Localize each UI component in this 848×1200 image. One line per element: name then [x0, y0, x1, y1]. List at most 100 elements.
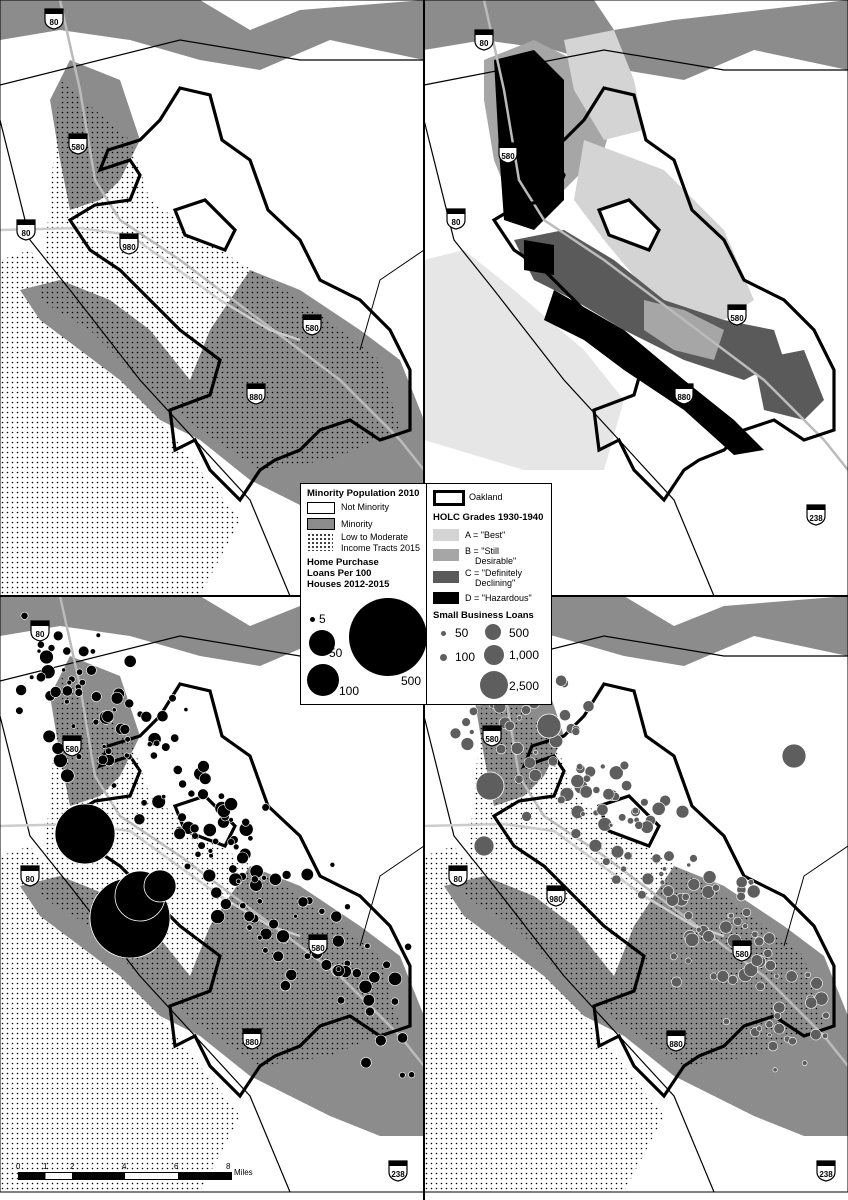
map-circle	[712, 883, 720, 892]
svg-text:880: 880	[677, 393, 691, 402]
map-circle	[220, 898, 232, 910]
map-circle	[268, 872, 282, 886]
swatch-holc-b	[433, 549, 459, 561]
map-circle	[810, 1028, 822, 1041]
map-circle	[772, 1067, 778, 1073]
map-circle	[504, 720, 515, 732]
map-circle-large	[536, 713, 562, 739]
map-circle	[719, 920, 733, 934]
map-circle	[609, 765, 624, 781]
map-circle	[374, 1034, 387, 1047]
map-circle	[39, 649, 54, 665]
svg-text:80: 80	[454, 875, 463, 884]
shield-238-c: 238	[816, 1160, 836, 1182]
map-circle	[495, 744, 507, 755]
map-circle	[722, 1018, 730, 1026]
sb-label-1000: 1,000	[509, 648, 540, 662]
map-circle	[582, 700, 595, 713]
map-circle	[335, 966, 342, 973]
map-circle	[404, 942, 412, 951]
map-circle	[75, 753, 83, 760]
minority-title: Minority Population 2010	[307, 488, 420, 499]
map-circle	[449, 727, 462, 740]
scale-tick-0: 0	[16, 1162, 21, 1171]
home-circle-50	[309, 630, 335, 656]
scale-tick-2: 2	[70, 1162, 75, 1171]
map-circle	[521, 705, 531, 715]
shield-580-d: 580	[727, 304, 747, 326]
map-circle	[685, 932, 700, 948]
map-circle	[111, 707, 117, 713]
highway-shields: 80 580 80 980 580 880 80 580 80 580 880 …	[16, 8, 836, 1182]
map-circle	[742, 923, 749, 930]
map-circle	[110, 691, 124, 705]
map-circle	[123, 654, 137, 668]
svg-text:580: 580	[730, 314, 744, 323]
map-circle-large	[143, 869, 177, 903]
map-circle	[368, 971, 381, 984]
map-circle	[207, 848, 214, 854]
holc-title: HOLC Grades 1930-1940	[433, 512, 544, 523]
svg-text:238: 238	[809, 514, 823, 523]
map-circle	[74, 688, 84, 697]
map-circle	[177, 812, 187, 823]
map-circle	[64, 698, 70, 705]
shield-80-g: 80	[448, 865, 468, 887]
map-circle	[684, 911, 694, 921]
svg-text:880: 880	[249, 393, 263, 402]
shield-580-e: 580	[62, 735, 82, 757]
svg-text:80: 80	[452, 218, 461, 227]
map-circle	[619, 760, 630, 771]
map-circle	[670, 952, 678, 961]
map-circle	[640, 798, 649, 807]
map-circle	[671, 976, 682, 988]
map-circle	[736, 891, 746, 902]
map-circle	[210, 909, 225, 924]
map-circle	[101, 744, 107, 749]
swatch-holc-d	[433, 592, 459, 604]
svg-text:80: 80	[26, 875, 35, 884]
map-circle	[773, 1001, 786, 1014]
label-holc-c-1: C = "Definitely	[465, 568, 522, 578]
map-circle	[716, 970, 730, 983]
map-circle	[610, 845, 625, 859]
map-circle	[261, 874, 267, 881]
home-title-2: Loans Per 100	[307, 568, 372, 579]
legend-right: Oakland HOLC Grades 1930-1940 A = "Best"…	[426, 483, 552, 705]
map-circle	[822, 1032, 829, 1039]
label-holc-b-2: Desirable"	[475, 556, 517, 566]
map-circle	[365, 1006, 375, 1017]
map-circle	[733, 916, 743, 927]
map-circle	[399, 1071, 406, 1079]
map-circle	[687, 878, 701, 891]
map-circle	[66, 679, 73, 686]
swatch-holc-a	[433, 529, 459, 541]
map-circle	[763, 932, 776, 945]
map-circle	[37, 640, 45, 649]
map-circle	[52, 630, 64, 642]
map-circle	[92, 718, 100, 726]
map-circle	[529, 768, 542, 782]
map-circle	[728, 912, 734, 919]
map-circle	[228, 817, 234, 823]
map-circle	[168, 694, 177, 703]
map-circle	[197, 788, 209, 800]
svg-text:580: 580	[305, 324, 319, 333]
shield-580-g: 580	[482, 725, 502, 747]
map-circle	[468, 729, 475, 735]
map-circle	[199, 772, 212, 785]
shield-580-c: 580	[498, 142, 518, 164]
map-circle	[618, 813, 627, 822]
map-circle	[755, 981, 765, 991]
home-label-5: 5	[319, 612, 326, 626]
map-circle	[246, 924, 253, 931]
svg-text:580: 580	[501, 152, 515, 161]
shield-238-a: 238	[806, 504, 826, 526]
map-circle	[62, 646, 72, 656]
map-circle	[104, 747, 113, 755]
map-circle	[191, 832, 199, 840]
map-circle	[344, 903, 351, 911]
map-circle	[156, 710, 169, 723]
map-circle	[765, 1020, 774, 1029]
swatch-low-moderate	[307, 533, 333, 551]
